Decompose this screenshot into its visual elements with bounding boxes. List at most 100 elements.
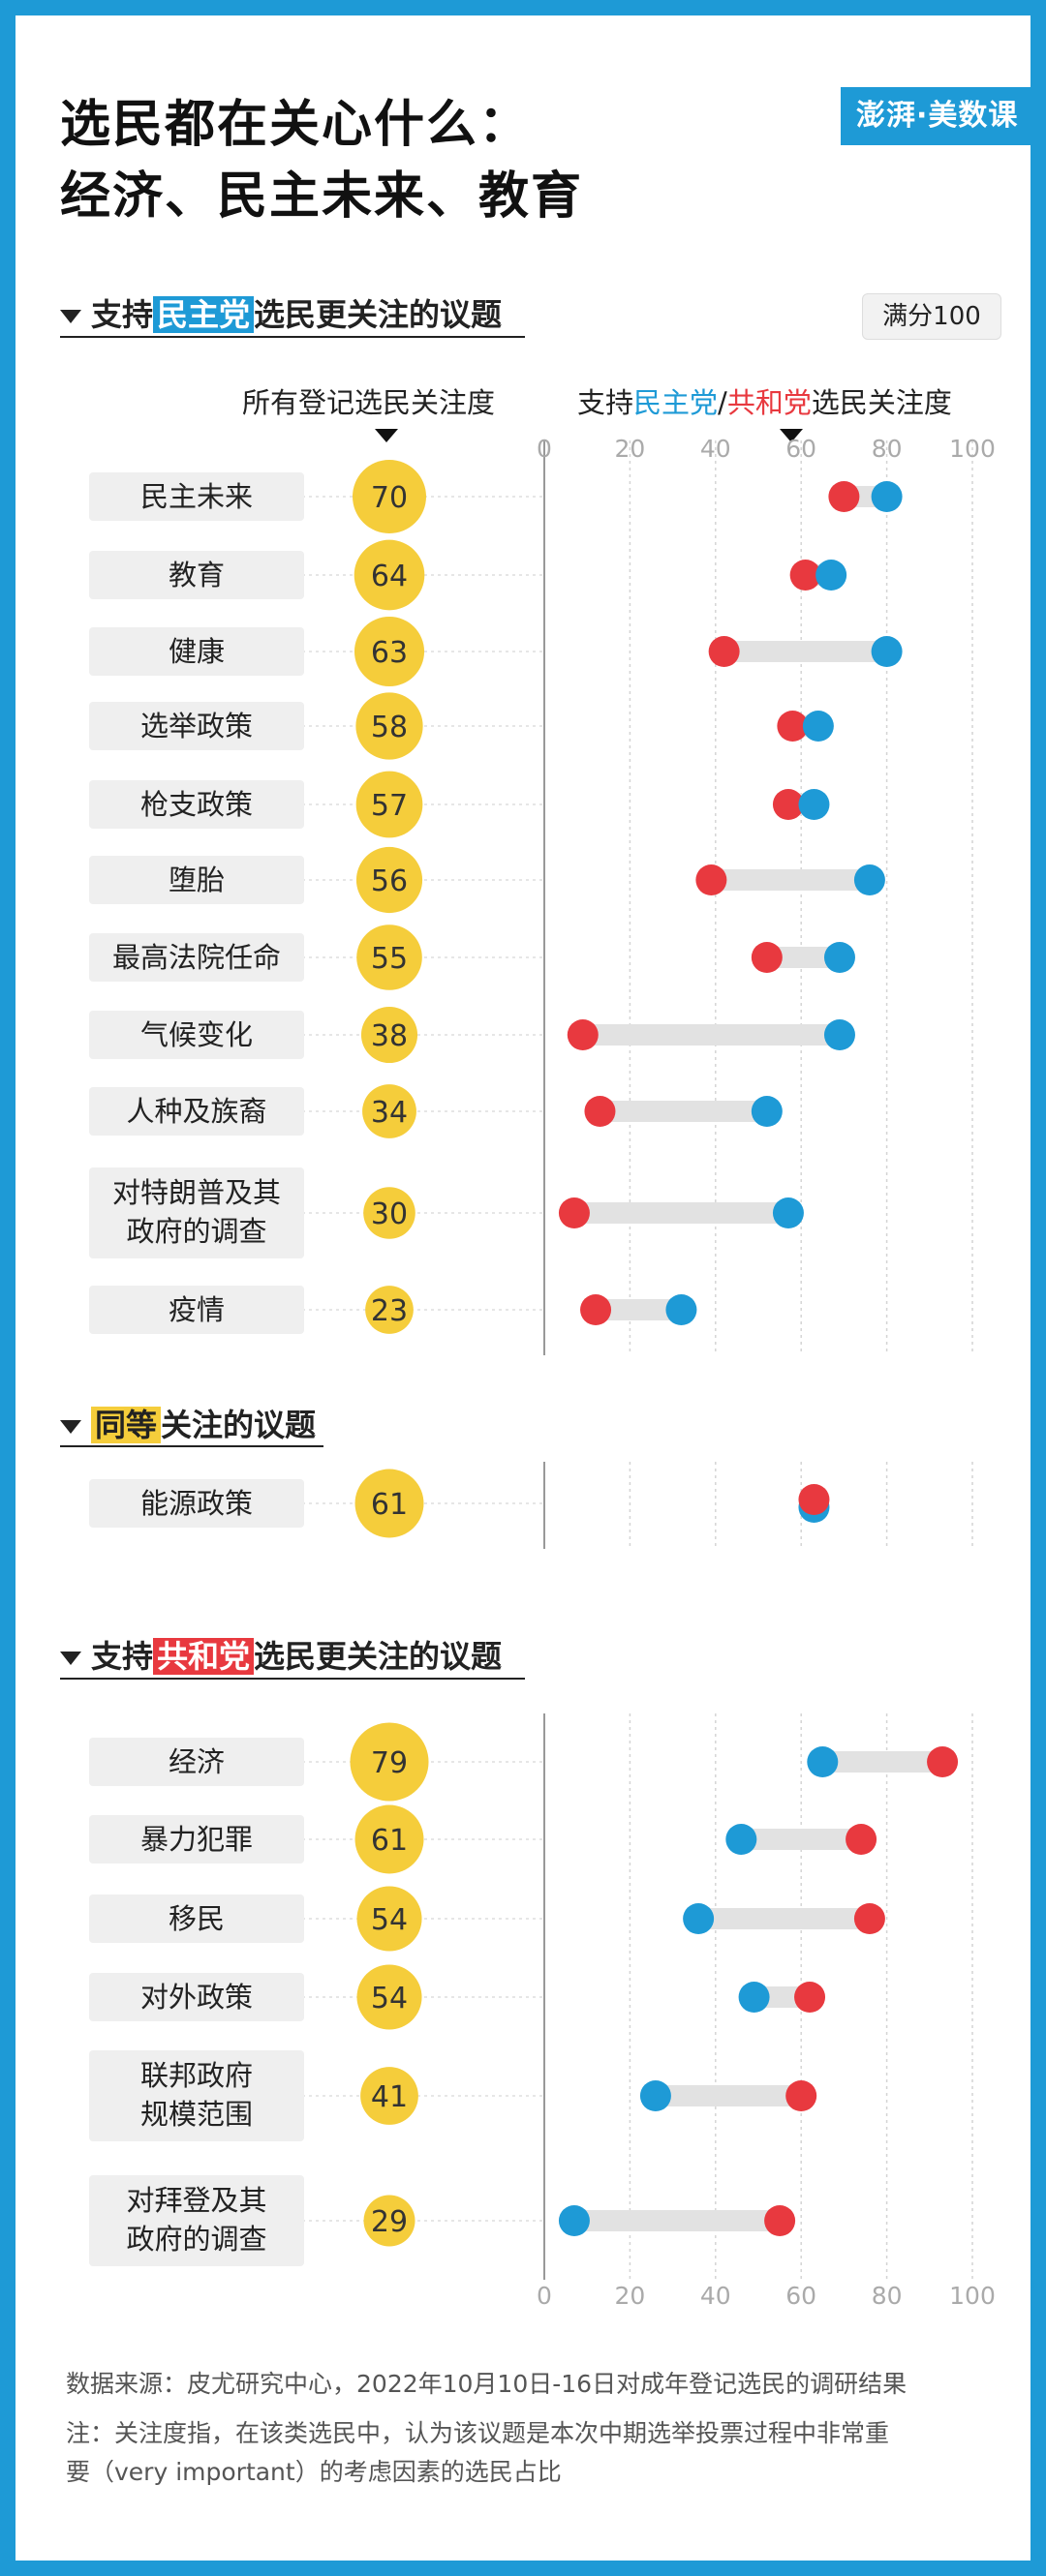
source-note: 数据来源：皮尤研究中心，2022年10月10日-16日对成年登记选民的调研结果 <box>66 2370 908 2398</box>
all-voters-bubble <box>354 1469 424 1538</box>
rep-dot <box>708 636 740 667</box>
x-tick-label: 80 <box>872 2282 903 2310</box>
column-header-all: 所有登记选民关注度 <box>242 386 496 419</box>
section-header-dem: 支持 民主党 选民更关注的议题 <box>60 290 502 335</box>
category-label: 民主未来 <box>140 480 253 513</box>
category-label-box <box>89 1087 304 1136</box>
all-voters-bubble <box>355 846 423 914</box>
section-underline <box>60 1678 525 1680</box>
definition-note-cont: 要（very important）的考虑因素的选民占比 <box>66 2458 562 2486</box>
category-label-box <box>89 702 304 750</box>
category-label: 枪支政策 <box>140 788 253 821</box>
rep-dot <box>846 1824 877 1855</box>
dem-dot <box>823 1019 855 1050</box>
rep-dot <box>751 942 783 973</box>
category-label: 对外政策 <box>140 1981 253 2014</box>
dem-dot <box>683 1903 715 1934</box>
category-label-box <box>89 2175 304 2266</box>
rep-dot <box>558 1197 590 1228</box>
rep-dot <box>828 481 860 512</box>
caret-down-icon <box>60 1652 81 1665</box>
category-label: 对拜登及其 <box>126 2184 266 2217</box>
category-label: 人种及族裔 <box>126 1095 266 1128</box>
category-label-box <box>89 1894 304 1943</box>
all-voters-value: 56 <box>371 864 408 898</box>
all-voters-value: 57 <box>371 789 408 823</box>
dem-dot <box>798 789 830 820</box>
all-voters-value: 30 <box>371 1197 408 1231</box>
all-voters-value: 55 <box>371 942 408 976</box>
all-voters-bubble <box>355 692 423 760</box>
dem-dot <box>815 560 847 591</box>
section-header-rep: 支持 共和党 选民更关注的议题 <box>60 1632 502 1677</box>
all-voters-value: 23 <box>371 1294 408 1328</box>
category-label: 能源政策 <box>140 1487 253 1520</box>
all-voters-bubble <box>363 1187 415 1239</box>
category-label: 疫情 <box>169 1293 225 1326</box>
all-voters-value: 54 <box>371 1903 408 1937</box>
category-label: 经济 <box>169 1745 225 1778</box>
x-tick-label: 0 <box>537 2282 552 2310</box>
all-voters-bubble <box>363 2195 415 2247</box>
x-tick-label: 100 <box>949 435 996 463</box>
score-badge: 满分100 <box>862 293 1001 340</box>
category-label: 政府的调查 <box>126 2223 266 2256</box>
definition-note: 注：关注度指，在该类选民中，认为该议题是本次中期选举投票过程中非常重 <box>66 2419 890 2447</box>
dem-dot <box>853 864 885 895</box>
rep-dot <box>785 2080 817 2111</box>
section-underline <box>60 1445 323 1447</box>
all-voters-value: 61 <box>371 1824 408 1858</box>
dem-dot <box>738 1982 770 2013</box>
all-voters-value: 38 <box>371 1019 408 1053</box>
arrow-down-icon <box>375 429 398 442</box>
rep-dot <box>584 1096 616 1127</box>
category-label: 联邦政府 <box>140 2059 253 2092</box>
x-tick-label: 20 <box>614 2282 645 2310</box>
rep-dot <box>695 864 727 895</box>
category-label-box <box>89 1011 304 1059</box>
all-voters-value: 41 <box>371 2080 408 2114</box>
all-voters-bubble <box>356 1886 422 1952</box>
section-underline <box>60 336 525 338</box>
caret-down-icon <box>60 310 81 323</box>
all-voters-value: 58 <box>371 711 408 744</box>
category-label-box <box>89 472 304 521</box>
all-voters-bubble <box>350 1722 429 1802</box>
x-tick-label: 80 <box>872 435 903 463</box>
rep-dot <box>798 1484 830 1515</box>
all-voters-bubble <box>360 1006 418 1064</box>
all-voters-bubble <box>354 1804 424 1874</box>
rep-dot <box>853 1903 885 1934</box>
rep-dot <box>764 2205 796 2236</box>
category-label-box <box>89 1286 304 1334</box>
x-tick-label: 100 <box>949 2282 996 2310</box>
dem-dot <box>823 942 855 973</box>
category-label-box <box>89 856 304 904</box>
dem-dot <box>558 2205 590 2236</box>
title-line-2: 经济、民主未来、教育 <box>60 167 584 226</box>
all-voters-value: 70 <box>371 481 408 515</box>
dem-dot <box>871 636 903 667</box>
all-voters-bubble <box>356 1964 422 2030</box>
category-label-box <box>89 933 304 982</box>
category-label: 堕胎 <box>169 864 225 896</box>
all-voters-bubble <box>356 924 422 990</box>
dem-dot <box>725 1824 757 1855</box>
all-voters-bubble <box>355 771 423 838</box>
all-voters-value: 79 <box>371 1746 408 1780</box>
rep-dot <box>789 560 821 591</box>
all-voters-value: 61 <box>371 1488 408 1522</box>
x-tick-label: 60 <box>785 2282 816 2310</box>
x-tick-label: 20 <box>614 435 645 463</box>
dem-dot <box>807 1746 839 1777</box>
all-voters-bubble <box>354 616 425 687</box>
category-label-box <box>89 1167 304 1258</box>
dem-dot <box>665 1294 697 1325</box>
rep-dot <box>580 1294 612 1325</box>
highlight-rep: 共和党 <box>153 1638 255 1675</box>
dem-dot <box>871 481 903 512</box>
all-voters-bubble <box>365 1286 414 1334</box>
title-line-1: 选民都在关心什么： <box>60 96 532 154</box>
logo: 澎湃·美数课 <box>841 87 1046 145</box>
all-voters-value: 34 <box>371 1096 408 1130</box>
